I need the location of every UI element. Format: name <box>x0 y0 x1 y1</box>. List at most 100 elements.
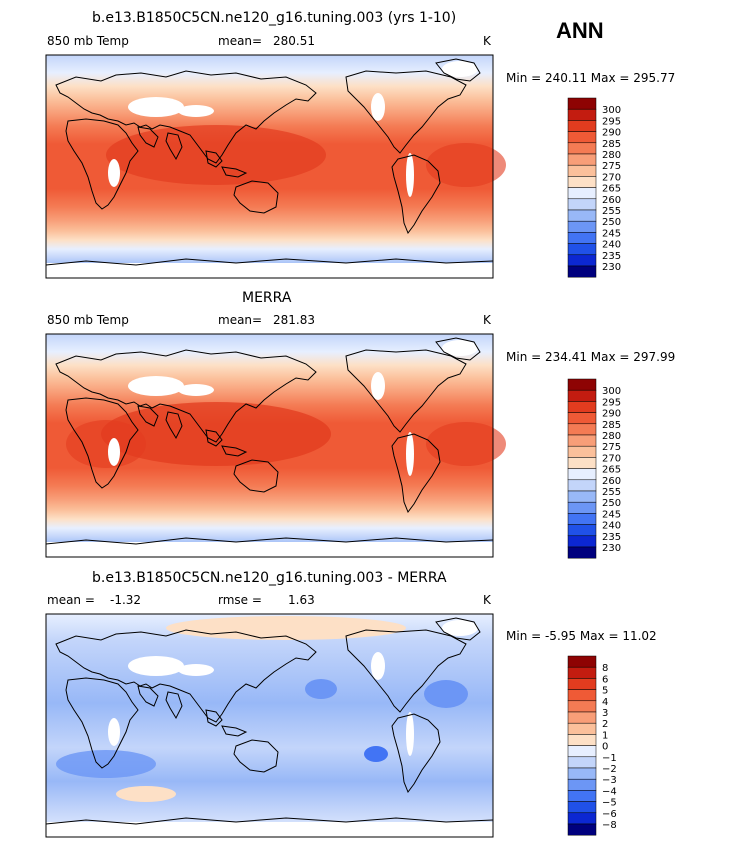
panel2-units: K <box>483 313 491 327</box>
colorbar-swatch <box>567 468 597 481</box>
colorbar-swatch <box>567 678 597 690</box>
panel2-mean-label: mean= <box>218 313 263 327</box>
panel1-mean-label: mean= <box>218 34 263 48</box>
colorbar-swatch <box>567 524 597 537</box>
colorbar-tick-label: 6 <box>602 674 608 685</box>
colorbar-tick-label: 290 <box>602 128 621 139</box>
colorbar-swatch <box>567 187 597 200</box>
colorbar-swatch <box>567 220 597 233</box>
colorbar-tick-label: −8 <box>602 820 617 831</box>
colorbar-swatch <box>567 666 597 679</box>
colorbar-tick-label: −6 <box>602 809 617 820</box>
colorbar-swatch <box>567 265 597 278</box>
panel3-rmse-value: 1.63 <box>288 593 315 607</box>
panel2-colorbar: 3002952902852802752702652602552502452402… <box>567 378 621 559</box>
colorbar-swatch <box>567 97 597 110</box>
panel1-units: K <box>483 34 491 48</box>
colorbar-tick-label: 265 <box>602 184 621 195</box>
colorbar-tick-label: −2 <box>602 764 617 775</box>
panel3-rmse-label: rmse = <box>218 593 262 607</box>
colorbar-tick-label: 235 <box>602 532 621 543</box>
colorbar-tick-label: −5 <box>602 798 617 809</box>
colorbar-swatch <box>567 108 597 121</box>
panel3-title: b.e13.B1850C5CN.ne120_g16.tuning.003 - M… <box>92 570 447 586</box>
colorbar-tick-label: 240 <box>602 240 621 251</box>
colorbar-tick-label: 8 <box>602 663 608 674</box>
colorbar-tick-label: 230 <box>602 262 621 273</box>
colorbar-swatch <box>567 513 597 525</box>
colorbar-swatch <box>567 198 597 211</box>
colorbar-swatch <box>567 389 597 402</box>
colorbar-tick-label: 285 <box>602 139 621 150</box>
colorbar-swatch <box>567 153 597 166</box>
colorbar-swatch <box>567 142 597 155</box>
colorbar-swatch <box>567 801 597 814</box>
colorbar-tick-label: 255 <box>602 487 621 498</box>
colorbar-swatch <box>567 767 597 780</box>
colorbar-swatch <box>567 378 597 391</box>
colorbar-tick-label: 230 <box>602 543 621 554</box>
colorbar-tick-label: 2 <box>602 719 608 730</box>
colorbar-tick-label: 265 <box>602 465 621 476</box>
season-label: ANN <box>556 18 604 43</box>
colorbar-tick-label: −1 <box>602 753 617 764</box>
panel2-variable-label: 850 mb Temp <box>47 313 129 327</box>
colorbar-tick-label: 250 <box>602 217 621 228</box>
colorbar-tick-label: 270 <box>602 453 621 464</box>
colorbar-swatch <box>567 790 597 802</box>
colorbar-swatch <box>567 711 597 724</box>
colorbar-tick-label: 4 <box>602 697 608 708</box>
colorbar-swatch <box>567 445 597 458</box>
panel2-minmax: Min = 234.41 Max = 297.99 <box>506 350 676 364</box>
colorbar-tick-label: 300 <box>602 105 621 116</box>
colorbar-swatch <box>567 401 597 413</box>
panel1-variable-label: 850 mb Temp <box>47 34 129 48</box>
colorbar-swatch <box>567 756 597 769</box>
colorbar-swatch <box>567 423 597 436</box>
colorbar-swatch <box>567 778 597 791</box>
colorbar-swatch <box>567 722 597 735</box>
colorbar-tick-label: 245 <box>602 228 621 239</box>
colorbar-swatch <box>567 501 597 514</box>
panel3-minmax: Min = -5.95 Max = 11.02 <box>506 629 657 643</box>
colorbar-tick-label: 275 <box>602 161 621 172</box>
colorbar-tick-label: 280 <box>602 150 621 161</box>
panel3-units: K <box>483 593 491 607</box>
panel2-mean-value: 281.83 <box>273 313 315 327</box>
colorbar-swatch <box>567 689 597 702</box>
colorbar-tick-label: 3 <box>602 708 608 719</box>
panel1-map <box>45 54 506 279</box>
colorbar-tick-label: 260 <box>602 476 621 487</box>
colorbar-tick-label: 285 <box>602 420 621 431</box>
colorbar-swatch <box>567 176 597 188</box>
panel1-mean-value: 280.51 <box>273 34 315 48</box>
colorbar-tick-label: 5 <box>602 686 608 697</box>
colorbar-tick-label: 1 <box>602 730 608 741</box>
panel1-minmax: Min = 240.11 Max = 295.77 <box>506 71 676 85</box>
panel2-map <box>45 333 506 558</box>
colorbar-swatch <box>567 243 597 256</box>
colorbar-tick-label: 240 <box>602 521 621 532</box>
colorbar-tick-label: 270 <box>602 172 621 183</box>
colorbar-swatch <box>567 700 597 713</box>
colorbar-tick-label: 295 <box>602 397 621 408</box>
colorbar-tick-label: 295 <box>602 116 621 127</box>
colorbar-swatch <box>567 479 597 492</box>
colorbar-swatch <box>567 823 597 836</box>
colorbar-tick-label: 245 <box>602 509 621 520</box>
panel3-mean-value: -1.32 <box>110 593 142 607</box>
colorbar-swatch <box>567 412 597 425</box>
colorbar-tick-label: 235 <box>602 251 621 262</box>
colorbar-swatch <box>567 209 597 222</box>
panel1-colorbar: 3002952902852802752702652602552502452402… <box>567 97 621 278</box>
colorbar-tick-label: 255 <box>602 206 621 217</box>
colorbar-swatch <box>567 535 597 548</box>
colorbar-swatch <box>567 131 597 144</box>
panel3-mean-label: mean = <box>47 593 95 607</box>
colorbar-tick-label: 275 <box>602 442 621 453</box>
colorbar-swatch <box>567 457 597 469</box>
colorbar-swatch <box>567 490 597 503</box>
panel3-map <box>45 613 494 838</box>
